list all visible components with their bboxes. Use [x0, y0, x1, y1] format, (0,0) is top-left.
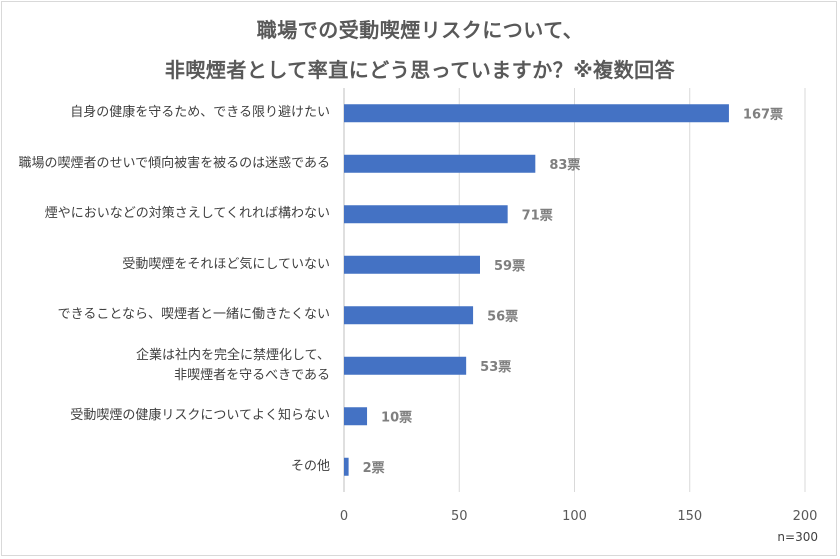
chart-title-line1: 職場での受動喫煙リスクについて、 [256, 18, 584, 42]
category-label-line: 非喫煙者を守るべきである [174, 367, 330, 383]
category-label: 煙やにおいなどの対策さえしてくれれば構わない [10, 204, 330, 224]
x-tick-label: 150 [677, 509, 702, 524]
chart-title-line2: 非喫煙者として率直にどう思っていますか？※複数回答 [164, 58, 676, 82]
data-label: 2票 [363, 460, 385, 476]
x-tick-label: 200 [793, 509, 818, 524]
data-label: 56票 [487, 308, 518, 324]
category-label: 自身の健康を守るため、できる限り避けたい [10, 103, 330, 123]
category-label: その他 [10, 457, 330, 477]
bar [344, 356, 467, 375]
category-label-line: できることなら、喫煙者と一緒に働きたくない [57, 307, 330, 323]
category-label-line: 企業は社内を完全に禁煙化して、 [136, 347, 330, 363]
bar [344, 306, 474, 325]
data-label: 59票 [494, 258, 525, 274]
sample-size-note: n=300 [777, 530, 818, 544]
bar [344, 255, 480, 274]
category-label-line: 受動喫煙の健康リスクについてよく知らない [70, 408, 330, 424]
category-label: できることなら、喫煙者と一緒に働きたくない [10, 305, 330, 325]
x-tick-label: 0 [340, 509, 348, 524]
bar [344, 154, 536, 173]
data-label: 83票 [549, 157, 580, 173]
bar [344, 205, 508, 224]
category-label: 企業は社内を完全に禁煙化して、非喫煙者を守るべきである [10, 346, 330, 386]
x-tick-label: 100 [562, 509, 587, 524]
bar [344, 457, 349, 476]
category-label-line: 自身の健康を守るため、できる限り避けたい [70, 105, 330, 121]
category-label: 受動喫煙をそれほど気にしていない [10, 255, 330, 275]
bar [344, 407, 368, 426]
data-label: 71票 [522, 207, 553, 223]
data-label: 10票 [381, 409, 412, 425]
category-label-line: 受動喫煙をそれほど気にしていない [122, 256, 330, 272]
category-label: 職場の喫煙者のせいで傾向被害を被るのは迷惑である [10, 154, 330, 174]
bar [344, 104, 729, 123]
data-label: 53票 [480, 359, 511, 375]
category-label-line: その他 [290, 458, 330, 474]
data-label: 167票 [743, 106, 783, 122]
x-tick-label: 50 [451, 509, 468, 524]
category-label-line: 職場の喫煙者のせいで傾向被害を被るのは迷惑である [18, 155, 330, 171]
category-label: 受動喫煙の健康リスクについてよく知らない [10, 406, 330, 426]
category-label-line: 煙やにおいなどの対策さえしてくれれば構わない [44, 206, 330, 222]
